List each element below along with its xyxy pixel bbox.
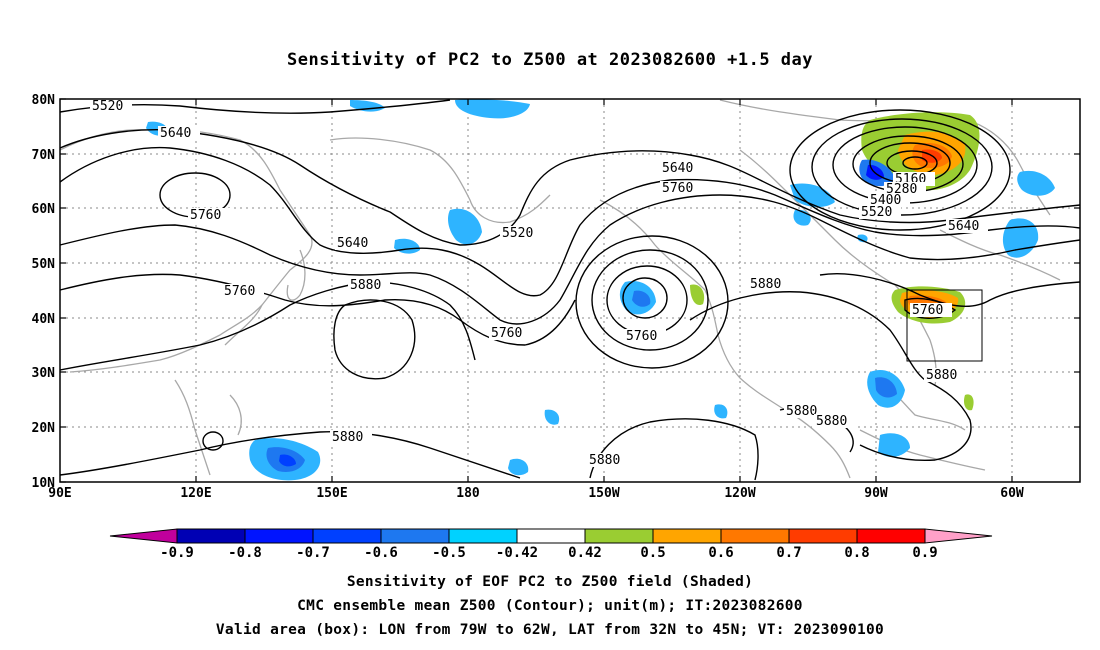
lon-label: 180: [456, 486, 480, 501]
contour-label: 5520: [92, 99, 123, 114]
colorbar-segment: [720, 528, 790, 544]
lon-label: 150W: [588, 486, 619, 501]
lat-label: 60N: [32, 202, 56, 217]
colorbar-segment: [856, 528, 926, 544]
colorbar-segment: [312, 528, 382, 544]
contour-label: 5760: [662, 181, 693, 196]
lon-label: 90E: [48, 486, 71, 501]
contour-labels: 5520 5640 5760 5640 5760 5880 5520 5640 …: [92, 99, 980, 468]
contour-label: 5760: [491, 326, 522, 341]
colorbar-labels: -0.9 -0.8 -0.7 -0.6 -0.5 -0.42 0.42 0.5 …: [160, 545, 938, 561]
colorbar: [109, 528, 993, 544]
colorbar-segment: [244, 528, 314, 544]
longitude-labels: 90E 120E 150E 180 150W 120W 90W 60W: [48, 486, 1024, 501]
contour-label: 5880: [750, 277, 781, 292]
axis-ticks: [60, 98, 1080, 483]
contour-label: 5520: [861, 205, 892, 220]
plot-frame: [59, 98, 1081, 483]
lat-label: 30N: [32, 366, 56, 381]
contour-label: 5400: [870, 193, 901, 208]
contour-label: 5760: [912, 303, 943, 318]
colorbar-label: 0.6: [708, 545, 733, 561]
contour-label: 5520: [502, 226, 533, 241]
lon-label: 120E: [180, 486, 211, 501]
contour-label: 5880: [350, 278, 381, 293]
lat-label: 50N: [32, 257, 56, 272]
contour-label: 5880: [589, 453, 620, 468]
colorbar-label: -0.8: [228, 545, 262, 561]
colorbar-arrow-low: [109, 528, 178, 544]
contour-label: 5880: [786, 404, 817, 419]
colorbar-segment: [788, 528, 858, 544]
lat-label: 20N: [32, 421, 56, 436]
lon-label: 120W: [724, 486, 755, 501]
contour-label: 5880: [816, 414, 847, 429]
lon-label: 150E: [316, 486, 347, 501]
colorbar-label: -0.9: [160, 545, 194, 561]
contour-label: 5880: [332, 430, 363, 445]
colorbar-segment: [380, 528, 450, 544]
caption-line-3: Valid area (box): LON from 79W to 62W, L…: [215, 622, 885, 638]
colorbar-segment: [448, 528, 518, 544]
chart-title: Sensitivity of PC2 to Z500 at 2023082600…: [286, 50, 813, 70]
colorbar-segment: [584, 528, 654, 544]
latitude-labels: 80N 70N 60N 50N 40N 30N 20N 10N: [32, 93, 56, 491]
colorbar-segment: [652, 528, 722, 544]
lon-label: 90W: [864, 486, 888, 501]
colorbar-label: 0.9: [912, 545, 937, 561]
z500-contours: [59, 99, 1081, 481]
contour-label: 5640: [948, 219, 979, 234]
colorbar-label: 0.42: [568, 545, 602, 561]
contour-label: 5880: [926, 368, 957, 383]
grid-lines: [60, 99, 1080, 482]
caption-line-1: Sensitivity of EOF PC2 to Z500 field (Sh…: [346, 574, 754, 590]
colorbar-label: 0.8: [844, 545, 869, 561]
lon-label: 60W: [1000, 486, 1024, 501]
lat-label: 80N: [32, 93, 56, 108]
colorbar-label: -0.6: [364, 545, 398, 561]
colorbar-label: -0.7: [296, 545, 330, 561]
valid-area-box: [906, 289, 983, 362]
colorbar-label: -0.5: [432, 545, 466, 561]
contour-label: 5760: [626, 329, 657, 344]
colorbar-arrow-high: [924, 528, 993, 544]
lat-label: 40N: [32, 312, 56, 327]
contour-label: 5640: [160, 126, 191, 141]
colorbar-segment: [516, 528, 586, 544]
lat-label: 10N: [32, 476, 56, 491]
lat-label: 70N: [32, 148, 56, 163]
colorbar-label: -0.42: [496, 545, 538, 561]
colorbar-segment: [176, 528, 246, 544]
contour-label: 5640: [337, 236, 368, 251]
contour-label: 5640: [662, 161, 693, 176]
contour-label: 5760: [224, 284, 255, 299]
contour-label: 5760: [190, 208, 221, 223]
colorbar-label: 0.5: [640, 545, 665, 561]
caption-line-2: CMC ensemble mean Z500 (Contour); unit(m…: [297, 598, 803, 614]
colorbar-label: 0.7: [776, 545, 801, 561]
